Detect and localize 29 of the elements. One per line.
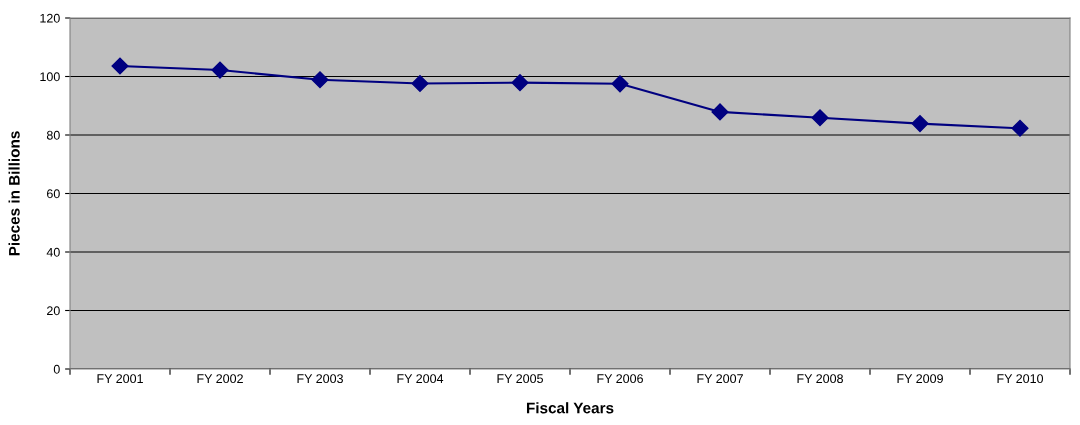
x-tick-label: FY 2007 (697, 374, 743, 384)
x-tick-label: FY 2001 (97, 374, 143, 384)
point (611, 75, 629, 93)
y-tick-label: 0 (53, 364, 60, 374)
y-tick-label: 40 (46, 247, 60, 257)
point (911, 115, 929, 133)
y-tick-label: 100 (40, 72, 60, 82)
x-tick-label: FY 2005 (497, 374, 543, 384)
y-tick-label: 80 (46, 130, 60, 140)
y-tick-label: 120 (40, 13, 60, 23)
x-tick-label: FY 2008 (797, 374, 843, 384)
point (111, 57, 129, 75)
point (411, 74, 429, 93)
x-tick-label: FY 2010 (997, 374, 1044, 384)
y-axis-title: Pieces in Billions (8, 131, 20, 256)
x-axis-title: Fiscal Years (526, 402, 614, 414)
x-tick-label: FY 2006 (597, 374, 643, 384)
point (311, 71, 329, 89)
x-tick-label: FY 2009 (897, 374, 943, 384)
x-tick-label: FY 2003 (297, 374, 343, 384)
point (711, 103, 729, 121)
x-tick-label: FY 2004 (397, 374, 444, 384)
y-tick-label: 20 (47, 306, 60, 316)
point (211, 61, 229, 79)
point (1011, 119, 1029, 137)
x-tick-label: FY 2002 (197, 374, 243, 384)
y-tick-label: 60 (47, 189, 60, 199)
point (811, 109, 829, 127)
point (511, 74, 529, 92)
